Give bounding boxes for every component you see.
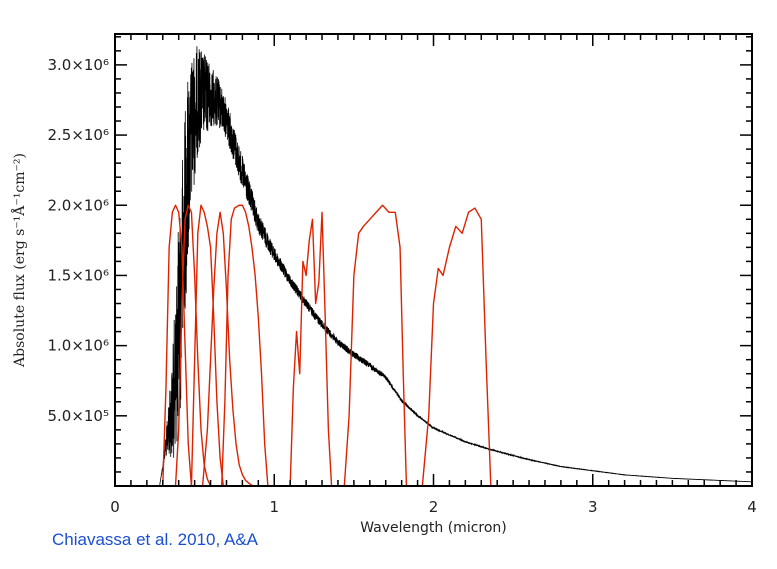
filter-curve-5 bbox=[221, 204, 269, 487]
x-axis-label: Wavelength (micron) bbox=[360, 520, 507, 536]
filter-curve-8 bbox=[421, 207, 492, 487]
y-tick-label: 1.5×10⁶ bbox=[47, 266, 109, 284]
y-axis-label: Absolute flux (erg s⁻¹Å⁻¹cm⁻²) bbox=[10, 153, 28, 368]
y-tick-label: 1.0×10⁶ bbox=[47, 337, 109, 355]
flux-spectrum-line bbox=[159, 46, 753, 487]
x-tick-label: 3 bbox=[588, 498, 598, 516]
y-tick-label: 3.0×10⁶ bbox=[47, 56, 109, 74]
y-tick-label: 2.0×10⁶ bbox=[47, 196, 109, 214]
x-tick-label: 1 bbox=[269, 498, 279, 516]
flux-spectrum-layer bbox=[159, 46, 753, 487]
labels-layer: 0 1 2 3 4 5.0×10⁵ 1.0×10⁶ 1.5×10⁶ 2.0×10⁶ 2.5×10⁶… bbox=[10, 56, 757, 536]
x-tick-label: 4 bbox=[747, 498, 757, 516]
axes-layer bbox=[114, 33, 753, 487]
filter-curves-layer bbox=[162, 204, 492, 487]
x-tick-label: 2 bbox=[429, 498, 439, 516]
x-tick-label: 0 bbox=[110, 498, 120, 516]
y-tick-label: 2.5×10⁶ bbox=[47, 126, 109, 144]
filter-curve-1 bbox=[162, 204, 193, 487]
filter-curve-6 bbox=[289, 211, 333, 487]
filter-curve-3 bbox=[190, 204, 224, 487]
citation-text: Chiavassa et al. 2010, A&A bbox=[52, 530, 259, 549]
filter-curve-7 bbox=[343, 204, 408, 487]
y-tick-label: 5.0×10⁵ bbox=[47, 407, 109, 425]
filter-curve-4 bbox=[201, 211, 256, 487]
